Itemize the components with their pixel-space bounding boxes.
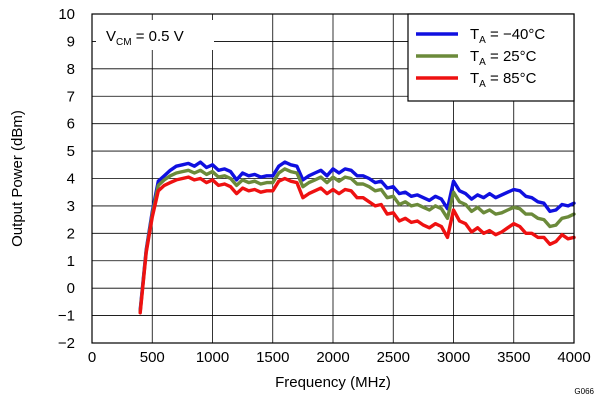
- x-tick-label: 0: [88, 349, 96, 366]
- y-axis-label: Output Power (dBm): [9, 110, 26, 247]
- x-axis-label: Frequency (MHz): [275, 374, 391, 391]
- y-tick-label: −2: [58, 335, 75, 352]
- y-tick-label: 3: [67, 198, 75, 215]
- x-tick-label: 2500: [377, 349, 410, 366]
- vcm-annotation: VCM = 0.5 V: [96, 20, 214, 50]
- series-line-2: [138, 175, 576, 315]
- y-tick-label: 5: [67, 143, 75, 160]
- legend-label-2: TA = 85°C: [470, 70, 537, 90]
- x-tick-label: 2000: [316, 349, 349, 366]
- series-line-1: [138, 167, 576, 314]
- plot-frame: [91, 13, 575, 344]
- x-tick-label: 3500: [497, 349, 530, 366]
- vcm-annotation-main: V: [106, 28, 116, 45]
- figure-id: G066: [574, 387, 594, 396]
- y-tick-label: 0: [67, 280, 75, 297]
- y-tick-label: 10: [58, 6, 75, 23]
- series-lines: [138, 160, 576, 315]
- legend: TA = −40°CTA = 25°CTA = 85°C: [407, 13, 575, 102]
- y-tick-label: −1: [58, 308, 75, 325]
- vcm-annotation-sub: CM: [116, 37, 132, 48]
- y-tick-label: 4: [67, 171, 75, 188]
- y-tick-label: 9: [67, 33, 75, 50]
- tick-labels: −2 −1 0 1 2 3 4 5 6 7 8 9 10 0 500 1000 1500 2000 2500 3000…: [58, 6, 591, 366]
- y-tick-label: 2: [67, 225, 75, 242]
- y-tick-label: 8: [67, 61, 75, 78]
- vcm-annotation-text: VCM = 0.5 V: [106, 28, 184, 48]
- y-tick-label: 6: [67, 116, 75, 133]
- y-tick-label: 7: [67, 88, 75, 105]
- x-tick-label: 4000: [557, 349, 590, 366]
- x-tick-label: 3000: [437, 349, 470, 366]
- legend-label-0: TA = −40°C: [470, 26, 545, 46]
- x-tick-label: 500: [140, 349, 165, 366]
- legend-label-1: TA = 25°C: [470, 48, 537, 68]
- series-line-0: [138, 160, 576, 312]
- vcm-annotation-rest: = 0.5 V: [132, 28, 184, 45]
- y-tick-label: 1: [67, 253, 75, 270]
- vcm-annotation-box: [96, 20, 214, 50]
- x-tick-label: 1500: [256, 349, 289, 366]
- x-tick-label: 1000: [196, 349, 229, 366]
